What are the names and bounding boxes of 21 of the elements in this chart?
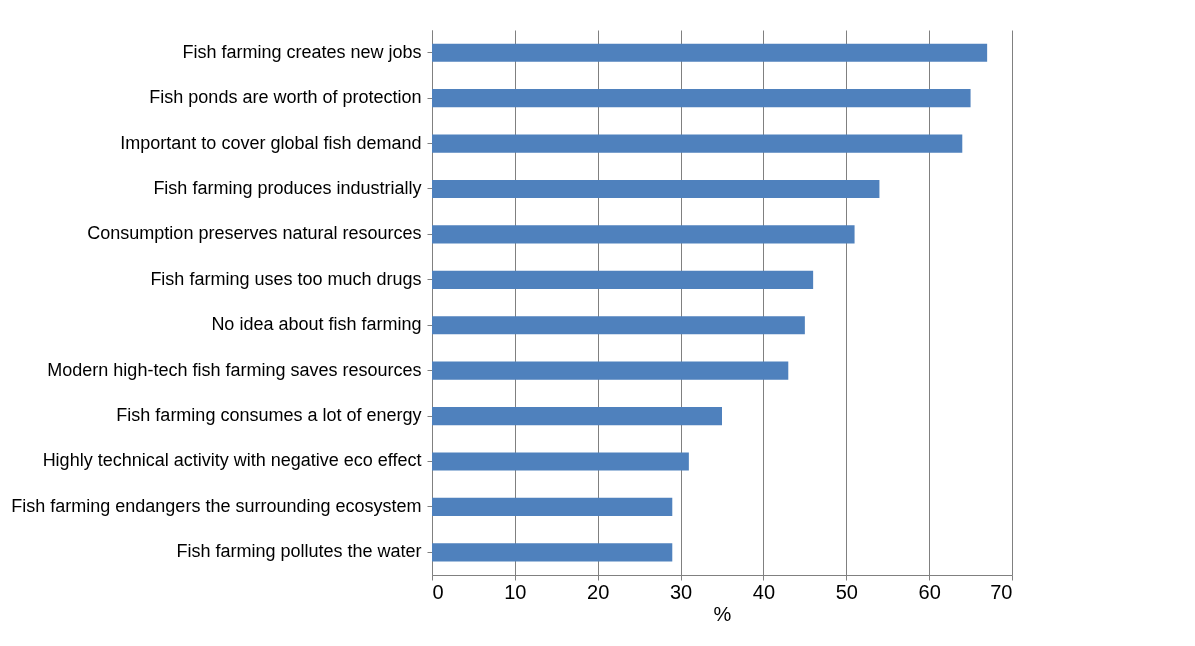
y-tick-label: Consumption preserves natural resources bbox=[87, 223, 422, 244]
x-axis-title: % bbox=[713, 602, 732, 625]
y-tick-label: Fish farming endangers the surrounding ecosystem bbox=[11, 495, 422, 516]
y-tick-label: Fish farming creates new jobs bbox=[182, 41, 422, 62]
x-tick-label: 60 bbox=[918, 580, 941, 603]
y-tick-label: Fish ponds are worth of protection bbox=[149, 87, 422, 108]
y-tick-label: Fish farming produces industrially bbox=[153, 177, 422, 198]
x-tick-label: 10 bbox=[504, 580, 527, 603]
x-tick-label: 0 bbox=[432, 580, 444, 603]
y-tick-label: Highly technical activity with negative eco effect bbox=[42, 450, 422, 471]
x-tick-label: 50 bbox=[835, 580, 858, 603]
y-tick-label: Modern high-tech fish farming saves resources bbox=[47, 359, 422, 380]
y-tick-label: Fish farming uses too much drugs bbox=[150, 268, 422, 289]
y-tick-label: Fish farming pollutes the water bbox=[176, 541, 422, 562]
y-tick-label: Fish farming consumes a lot of energy bbox=[116, 405, 422, 426]
y-tick-label: Important to cover global fish demand bbox=[120, 132, 422, 153]
x-tick-label: 40 bbox=[752, 580, 776, 603]
x-tick-label: 70 bbox=[990, 580, 1013, 603]
x-tick-label: 20 bbox=[587, 580, 610, 603]
x-tick-label: 30 bbox=[669, 580, 693, 603]
y-tick-label: No idea about fish farming bbox=[211, 314, 422, 335]
